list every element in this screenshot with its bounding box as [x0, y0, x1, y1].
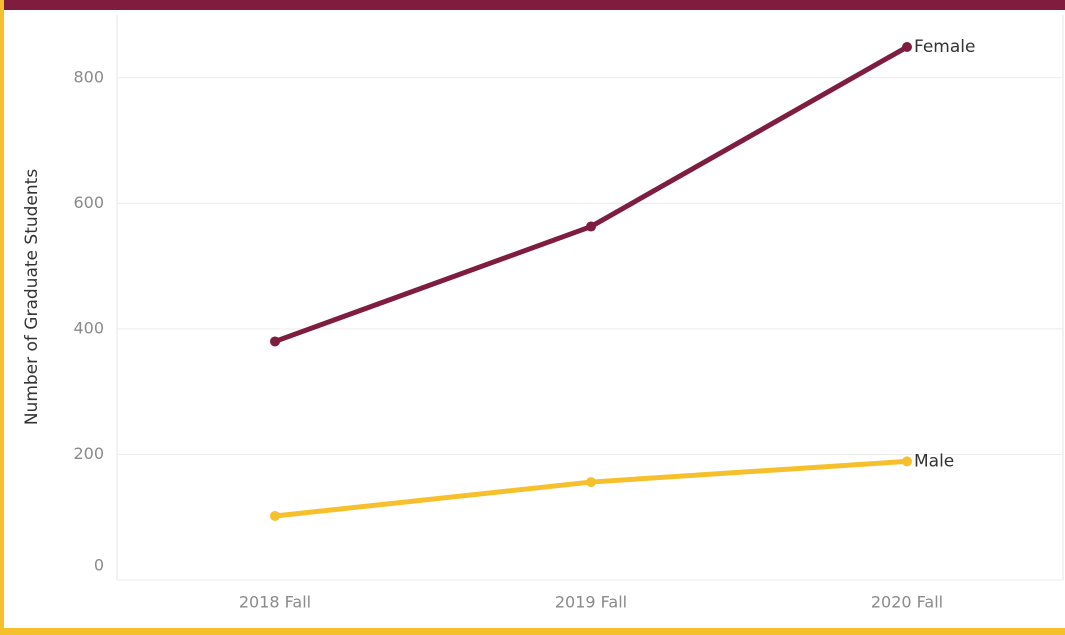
point: [270, 510, 280, 521]
series-line: [274, 44, 909, 344]
x-tick-label: 2020 Fall: [871, 593, 943, 612]
top-bar: [0, 0, 1065, 10]
series-label: Female: [914, 37, 975, 57]
point: [902, 456, 912, 467]
point: [586, 477, 596, 488]
point: [270, 336, 280, 347]
x-tick-label: 2018 Fall: [239, 593, 311, 612]
point: [586, 221, 596, 232]
point: [902, 42, 912, 53]
y-tick-label: 400: [73, 318, 104, 337]
series-label: Male: [914, 451, 954, 471]
y-tick-label: 600: [73, 193, 104, 212]
x-tick-label: 2019 Fall: [555, 593, 627, 612]
left-border: [0, 0, 4, 635]
y-axis-title: Number of Graduate Students: [22, 169, 42, 425]
y-tick-label: 800: [73, 67, 104, 86]
y-tick-label: 0: [94, 556, 104, 575]
bottom-bar: [0, 628, 1065, 635]
y-tick-label: 200: [73, 444, 104, 463]
series-line: [274, 458, 908, 519]
